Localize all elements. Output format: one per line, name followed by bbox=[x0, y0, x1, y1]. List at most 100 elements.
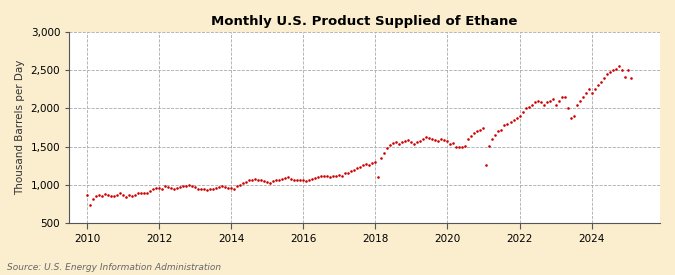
Point bbox=[130, 192, 140, 197]
Point bbox=[589, 87, 600, 92]
Point bbox=[388, 141, 399, 145]
Point bbox=[496, 128, 507, 132]
Point bbox=[214, 185, 225, 189]
Point bbox=[610, 67, 621, 71]
Point bbox=[577, 95, 588, 99]
Point bbox=[502, 122, 513, 126]
Point bbox=[256, 178, 267, 183]
Point bbox=[490, 133, 501, 137]
Point bbox=[316, 174, 327, 179]
Point bbox=[337, 174, 348, 178]
Point bbox=[241, 180, 252, 184]
Point bbox=[82, 192, 92, 197]
Point bbox=[259, 179, 270, 183]
Y-axis label: Thousand Barrels per Day: Thousand Barrels per Day bbox=[15, 60, 25, 195]
Point bbox=[205, 187, 216, 192]
Point bbox=[454, 145, 465, 150]
Point bbox=[232, 184, 243, 189]
Point bbox=[220, 185, 231, 189]
Point bbox=[565, 116, 576, 120]
Point bbox=[292, 177, 303, 182]
Point bbox=[433, 138, 444, 143]
Point bbox=[445, 141, 456, 146]
Point bbox=[430, 138, 441, 142]
Point bbox=[559, 95, 570, 99]
Point bbox=[439, 138, 450, 142]
Point bbox=[370, 160, 381, 164]
Point bbox=[574, 98, 585, 103]
Point bbox=[592, 83, 603, 88]
Point bbox=[103, 192, 113, 197]
Point bbox=[121, 195, 132, 199]
Point bbox=[403, 138, 414, 142]
Point bbox=[580, 91, 591, 95]
Point bbox=[199, 187, 210, 192]
Point bbox=[124, 192, 134, 197]
Point bbox=[235, 183, 246, 187]
Point bbox=[97, 193, 107, 198]
Point bbox=[301, 179, 312, 183]
Point bbox=[223, 186, 234, 190]
Point bbox=[520, 106, 531, 111]
Point bbox=[529, 100, 540, 104]
Point bbox=[511, 116, 522, 120]
Point bbox=[391, 140, 402, 144]
Point bbox=[328, 174, 339, 179]
Point bbox=[625, 76, 636, 80]
Point bbox=[601, 72, 612, 76]
Point bbox=[271, 178, 281, 183]
Point bbox=[406, 140, 417, 144]
Point bbox=[463, 137, 474, 141]
Point bbox=[148, 187, 159, 192]
Point bbox=[286, 177, 297, 181]
Point bbox=[145, 189, 156, 193]
Point bbox=[364, 163, 375, 167]
Point bbox=[379, 150, 390, 155]
Point bbox=[274, 177, 285, 182]
Point bbox=[175, 185, 186, 189]
Point bbox=[409, 141, 420, 146]
Point bbox=[310, 176, 321, 180]
Point bbox=[91, 194, 102, 199]
Point bbox=[313, 175, 324, 179]
Point bbox=[184, 183, 194, 187]
Point bbox=[562, 106, 573, 111]
Point bbox=[127, 193, 138, 198]
Point bbox=[178, 184, 189, 189]
Point bbox=[142, 190, 153, 195]
Point bbox=[115, 191, 126, 196]
Point bbox=[436, 137, 447, 141]
Point bbox=[397, 140, 408, 144]
Point bbox=[187, 183, 198, 188]
Point bbox=[304, 178, 315, 183]
Point bbox=[355, 164, 366, 169]
Point bbox=[226, 186, 237, 190]
Point bbox=[424, 136, 435, 141]
Point bbox=[331, 174, 342, 178]
Point bbox=[481, 163, 492, 167]
Point bbox=[322, 174, 333, 179]
Point bbox=[400, 139, 411, 144]
Point bbox=[608, 68, 618, 72]
Point bbox=[541, 100, 552, 104]
Point bbox=[133, 191, 144, 196]
Point bbox=[547, 97, 558, 101]
Point bbox=[421, 135, 432, 140]
Point bbox=[265, 180, 276, 185]
Point bbox=[193, 187, 204, 192]
Point bbox=[289, 178, 300, 183]
Point bbox=[340, 171, 351, 175]
Point bbox=[166, 186, 177, 190]
Point bbox=[571, 102, 582, 107]
Point bbox=[346, 169, 357, 173]
Point bbox=[349, 167, 360, 172]
Point bbox=[553, 98, 564, 103]
Point bbox=[283, 175, 294, 179]
Point bbox=[307, 177, 318, 181]
Point bbox=[622, 68, 633, 72]
Point bbox=[280, 176, 291, 180]
Point bbox=[394, 141, 405, 146]
Point bbox=[517, 110, 528, 114]
Point bbox=[157, 186, 167, 191]
Point bbox=[163, 185, 173, 189]
